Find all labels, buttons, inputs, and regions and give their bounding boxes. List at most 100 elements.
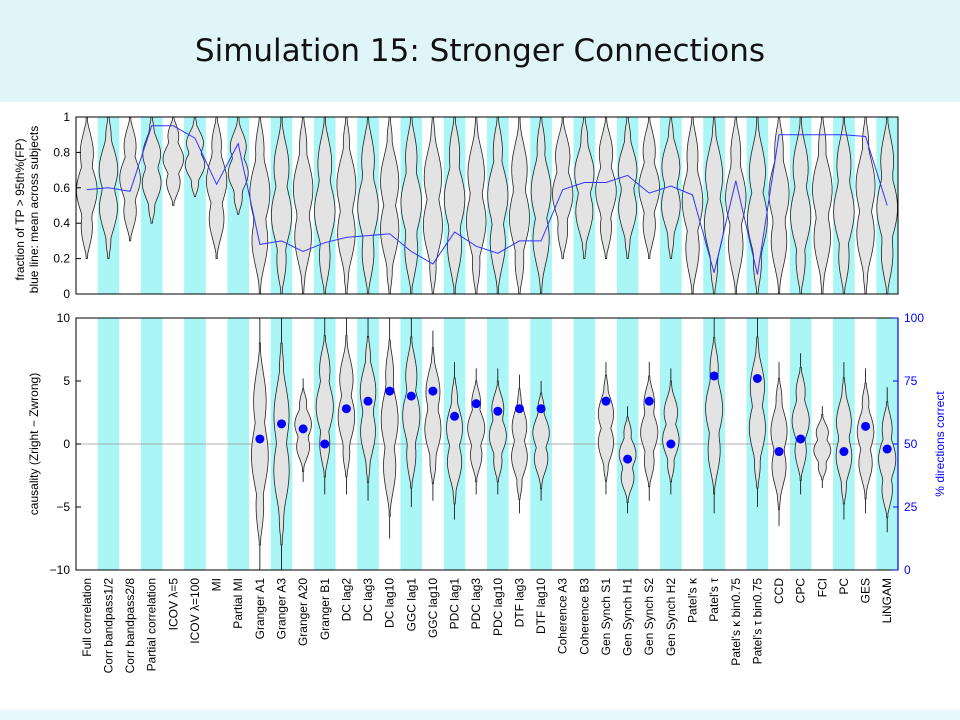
violin-top (508, 116, 530, 295)
category-label: Patel's κ (686, 577, 700, 623)
ytick-label-bottom: 10 (57, 311, 71, 325)
category-label: FCI (815, 578, 829, 597)
category-label: GGC lag10 (426, 578, 440, 638)
violin-bottom (250, 342, 269, 546)
ytick-label-bottom: −10 (50, 563, 71, 577)
violin-bottom (488, 380, 507, 483)
percent-dot (774, 447, 784, 457)
violin-bottom (380, 339, 399, 517)
violin-top (855, 116, 876, 295)
category-label: Partial correlation (145, 578, 159, 671)
percent-dot (341, 404, 351, 414)
category-label: Granger A20 (296, 578, 310, 646)
violin-top (617, 116, 638, 259)
ytick-label-top: 0.4 (53, 216, 70, 230)
violin-top (293, 116, 314, 295)
violin-bottom (467, 380, 486, 483)
ytick-label-right: 75 (904, 374, 918, 388)
category-label: Patel's κ bin0.75 (729, 578, 743, 666)
violin-bottom (640, 375, 659, 488)
violin-top (336, 116, 357, 295)
category-label: Granger B1 (318, 578, 332, 640)
category-label: Coherence B3 (577, 578, 591, 655)
figure: 0 0.2 0.4 0.6 0.8 1 −10 −5 0 5 10 0 25 50 75 100 fractio… (0, 102, 960, 710)
violin-bottom (402, 336, 421, 489)
violin-top (205, 116, 228, 259)
ytick-label-top: 0 (63, 287, 70, 301)
category-label: Full correlation (80, 578, 94, 657)
violin-bottom (273, 342, 290, 546)
top-axes-frame (75, 116, 899, 295)
violin-top (681, 116, 704, 295)
violin-top (76, 116, 98, 259)
ytick-label-bottom: 0 (63, 437, 70, 451)
violin-top (812, 116, 833, 295)
category-label: MI (210, 578, 224, 591)
category-label: Patel's τ (707, 578, 721, 622)
violin-top (249, 116, 271, 295)
percent-dot (882, 444, 892, 454)
ytick-label-bottom: −5 (56, 500, 70, 514)
category-label: Corr bandpass2/8 (123, 578, 137, 674)
category-label: Corr bandpass1/2 (101, 578, 115, 674)
violin-bottom (813, 414, 832, 481)
category-label: PDC lag1 (448, 578, 462, 630)
violin-top (119, 116, 141, 242)
violin-bottom (532, 392, 550, 490)
ytick-label-top: 1 (63, 110, 70, 124)
percent-dot (428, 386, 438, 396)
percent-dot (320, 439, 330, 449)
category-label: Gen Synch H2 (664, 578, 678, 656)
violin-bottom (705, 337, 724, 495)
violin-top (466, 116, 487, 295)
violin-bottom (770, 378, 788, 510)
category-label: CCD (772, 578, 786, 604)
ytick-label-right: 100 (904, 311, 924, 325)
category-label: CPC (794, 578, 808, 604)
percent-dot (406, 391, 416, 401)
category-label: Gen Synch S2 (642, 578, 656, 656)
slide-title: Simulation 15: Stronger Connections (0, 0, 960, 102)
category-label: Gen Synch S1 (599, 578, 613, 656)
percent-dot (363, 396, 373, 406)
category-label: Granger A3 (275, 578, 289, 640)
violin-bottom (878, 401, 897, 519)
category-label: Coherence A3 (556, 578, 570, 654)
ytick-label-right: 50 (904, 437, 918, 451)
bottom-ylabel-right: % directions correct (933, 391, 947, 497)
category-label: ICOV λ=100 (188, 578, 202, 644)
category-label: Patel's τ bin0.75 (750, 578, 764, 665)
percent-dot (861, 421, 871, 431)
category-label: Gen Synch H1 (621, 578, 635, 656)
violin-top (422, 116, 443, 295)
category-label: PC (837, 578, 851, 595)
percent-dot (796, 434, 806, 444)
violin-bottom (835, 377, 853, 505)
percent-dot (839, 447, 849, 457)
category-label: DC lag2 (339, 578, 353, 622)
percent-dot (255, 434, 265, 444)
violin-bottom (424, 347, 442, 485)
percent-dot (298, 424, 308, 434)
category-label: DTF lag3 (512, 578, 526, 628)
percent-dot (536, 404, 546, 414)
violin-top (162, 116, 185, 206)
percent-dot (709, 371, 719, 381)
ytick-label-bottom: 5 (63, 374, 70, 388)
violin-bottom (748, 336, 766, 489)
violin-bottom (856, 382, 875, 500)
category-label: GGC lag1 (404, 578, 418, 632)
ytick-label-top: 0.8 (53, 145, 70, 159)
category-label: GES (859, 578, 873, 603)
percent-dot (493, 406, 503, 416)
percent-dot (277, 419, 286, 429)
violin-top (552, 116, 574, 259)
violin-bottom (511, 388, 528, 500)
ytick-label-right: 0 (904, 563, 911, 577)
percent-dot (752, 373, 762, 383)
category-label: DC lag10 (383, 578, 397, 628)
percent-dot (385, 386, 395, 396)
percent-dot (666, 439, 676, 449)
category-label: PDC lag10 (491, 578, 505, 636)
percent-dot (450, 411, 460, 421)
